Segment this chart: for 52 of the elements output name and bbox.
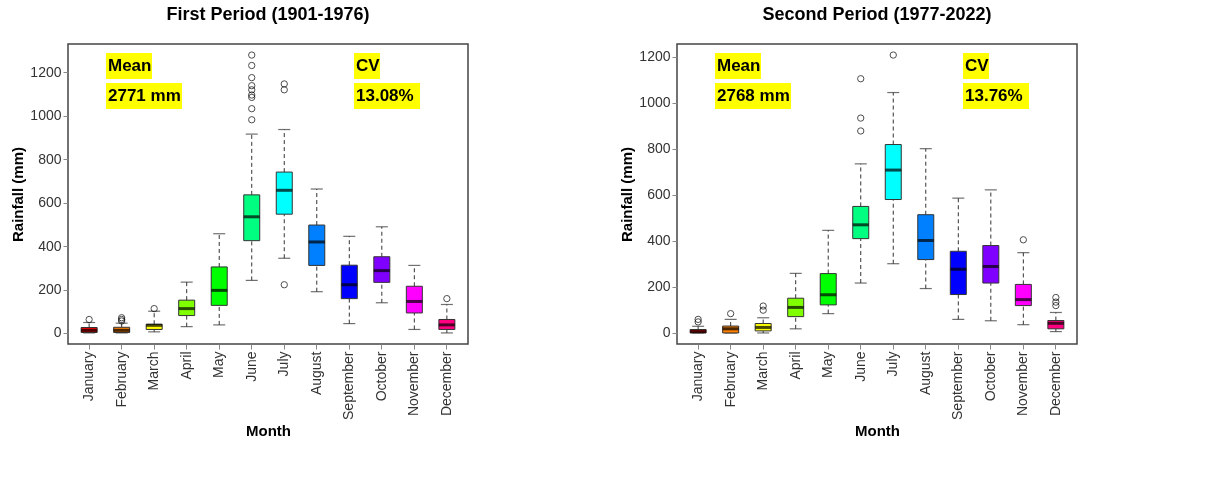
annotation: CV <box>965 56 990 75</box>
x-tick-label: September <box>340 351 357 420</box>
x-tick-label: March <box>754 351 771 391</box>
x-tick-label: December <box>437 351 454 417</box>
x-tick-label: October <box>981 351 998 402</box>
y-tick-label: 200 <box>38 281 62 298</box>
x-tick-label: July <box>275 351 292 377</box>
annotation: 13.76% <box>965 86 1023 105</box>
annotation: Mean <box>717 56 761 75</box>
x-tick-label: May <box>819 351 836 378</box>
x-tick-label: August <box>916 351 933 396</box>
x-tick-label: April <box>177 351 194 380</box>
annotation: 2771 mm <box>108 86 181 105</box>
y-tick-label: 1200 <box>30 63 62 80</box>
x-tick-label: November <box>405 351 422 417</box>
x-tick-label: December <box>1046 351 1063 417</box>
x-tick-label: October <box>372 351 389 402</box>
x-tick-label: February <box>112 351 129 408</box>
y-axis-title: Rainfall (mm) <box>618 146 636 243</box>
x-tick-label: September <box>949 351 966 420</box>
x-tick-label: June <box>242 351 259 382</box>
annotation: 13.08% <box>356 86 414 105</box>
y-tick-label: 1200 <box>639 48 671 65</box>
x-tick-label: May <box>210 351 227 378</box>
x-tick-label: January <box>80 351 97 402</box>
x-tick-label: August <box>307 351 324 396</box>
chart-title: Second Period (1977-2022) <box>762 4 992 24</box>
y-tick-label: 800 <box>647 140 671 157</box>
annotation: CV <box>356 56 381 75</box>
y-tick-label: 600 <box>38 194 62 211</box>
y-tick-label: 1000 <box>639 94 671 111</box>
x-tick-label: March <box>145 351 162 391</box>
y-tick-label: 0 <box>662 324 671 341</box>
x-tick-label: April <box>786 351 803 380</box>
chart-title: First Period (1901-1976) <box>166 4 370 24</box>
x-tick-label: February <box>721 351 738 408</box>
x-axis-title: Month <box>855 421 900 439</box>
y-tick-label: 1000 <box>30 107 62 124</box>
y-axis-title: Rainfall (mm) <box>9 146 27 243</box>
x-tick-label: July <box>884 351 901 377</box>
annotation: 2768 mm <box>717 86 790 105</box>
y-tick-label: 600 <box>647 186 671 203</box>
x-tick-label: January <box>689 351 706 402</box>
y-tick-label: 800 <box>38 150 62 167</box>
y-tick-label: 400 <box>647 232 671 249</box>
x-tick-label: November <box>1014 351 1031 417</box>
y-tick-label: 0 <box>53 324 62 341</box>
y-tick-label: 200 <box>647 278 671 295</box>
annotation: Mean <box>108 56 152 75</box>
x-axis-title: Month <box>246 421 291 439</box>
x-tick-label: June <box>851 351 868 382</box>
y-tick-label: 400 <box>38 237 62 254</box>
